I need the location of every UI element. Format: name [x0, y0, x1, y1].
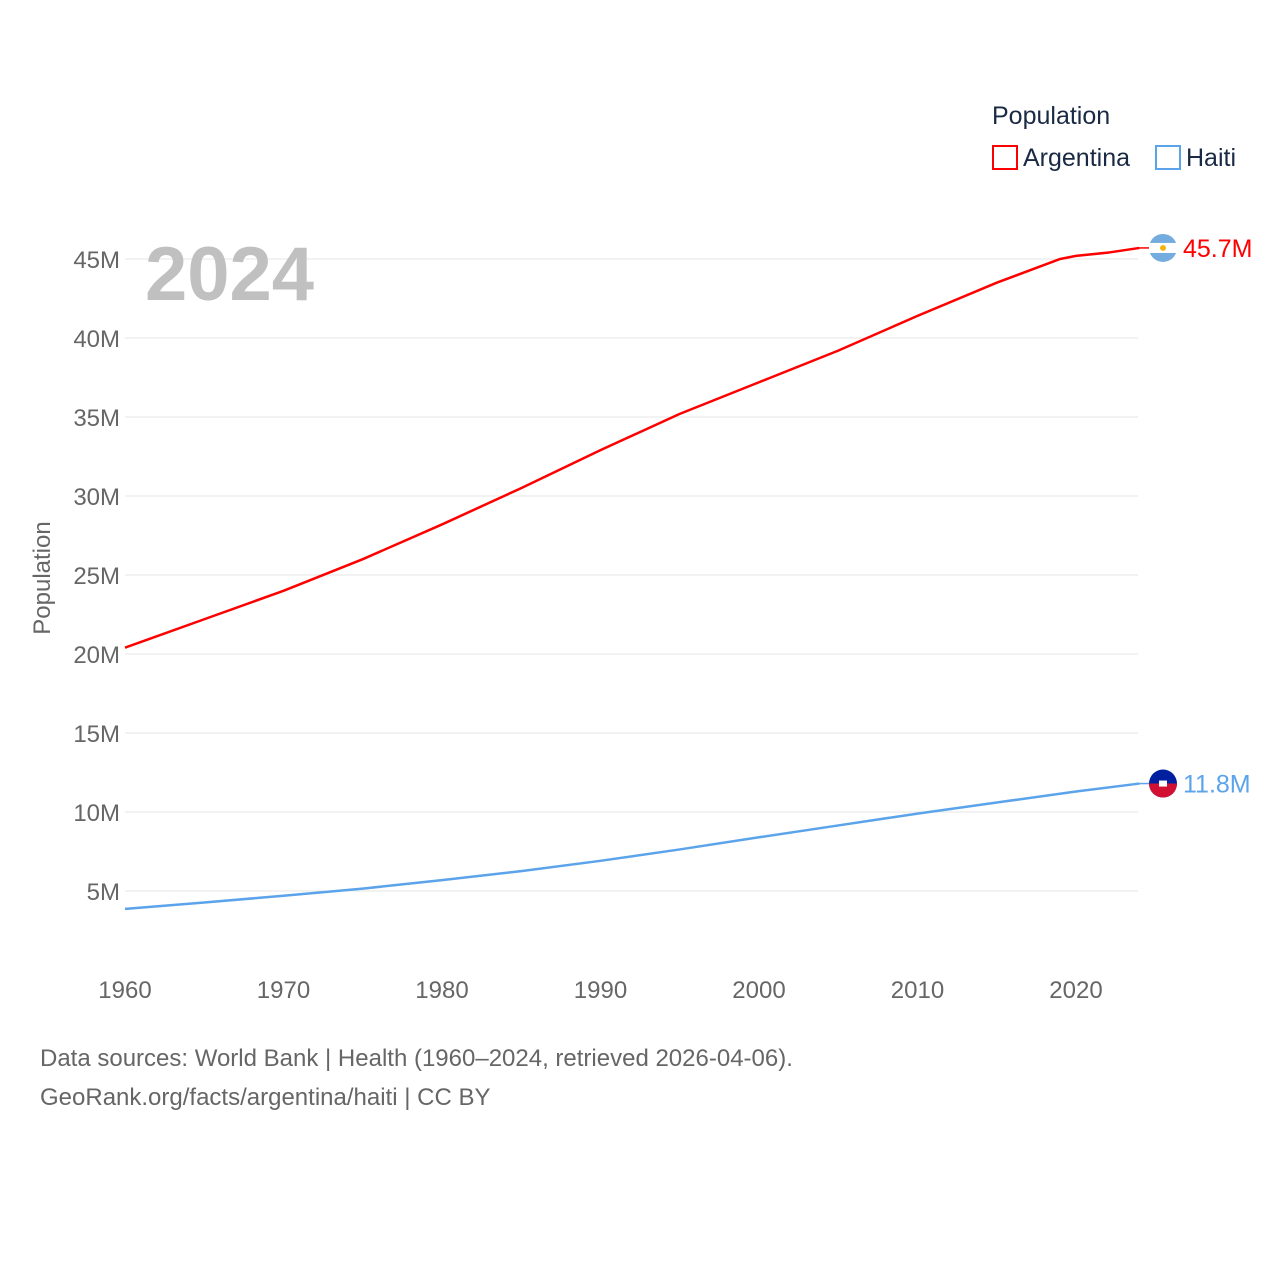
x-tick-label: 2010: [891, 977, 944, 1004]
x-tick-label: 1980: [415, 977, 468, 1004]
y-tick-label: 45M: [73, 247, 120, 274]
end-value-label: 45.7M: [1183, 235, 1252, 263]
y-tick-label: 10M: [73, 800, 120, 827]
x-tick-label: 1970: [257, 977, 310, 1004]
flag-stripe: [1149, 783, 1178, 798]
year-label: 2024: [145, 232, 314, 317]
legend-swatch: [1155, 145, 1181, 170]
series-line-haiti: [124, 782, 1140, 911]
line-chart: 5M 10M 15M 20M 25M 30M 35M 40M 45M 1960 1970 1980 19…: [29, 102, 1252, 1004]
legend-title: Population: [992, 102, 1110, 130]
legend-item-argentina: Argentina: [1023, 144, 1130, 172]
flag-sun: [1160, 244, 1166, 251]
legend-swatch: [992, 145, 1018, 170]
y-tick-label: 30M: [73, 484, 120, 511]
y-tick-label: 20M: [73, 642, 120, 669]
series-line-argentina: [124, 246, 1140, 649]
legend-item-haiti: Haiti: [1186, 144, 1236, 172]
x-tick-label: 2000: [732, 977, 785, 1004]
flag-emblem: [1159, 780, 1167, 787]
y-tick-label: 40M: [73, 326, 120, 353]
x-tick-label: 1990: [574, 977, 627, 1004]
y-axis-label: Population: [29, 521, 56, 634]
y-tick-label: 25M: [73, 563, 120, 590]
y-tick-label: 5M: [87, 879, 120, 906]
end-value-label: 11.8M: [1183, 771, 1251, 799]
x-tick-label: 2020: [1049, 977, 1102, 1004]
y-tick-label: 35M: [73, 405, 120, 432]
y-tick-label: 15M: [73, 721, 120, 748]
data-source-text: Data sources: World Bank | Health (1960–…: [40, 1045, 793, 1072]
attribution-link[interactable]: GeoRank.org/facts/argentina/haiti | CC B…: [40, 1084, 491, 1111]
x-tick-label: 1960: [98, 977, 151, 1004]
